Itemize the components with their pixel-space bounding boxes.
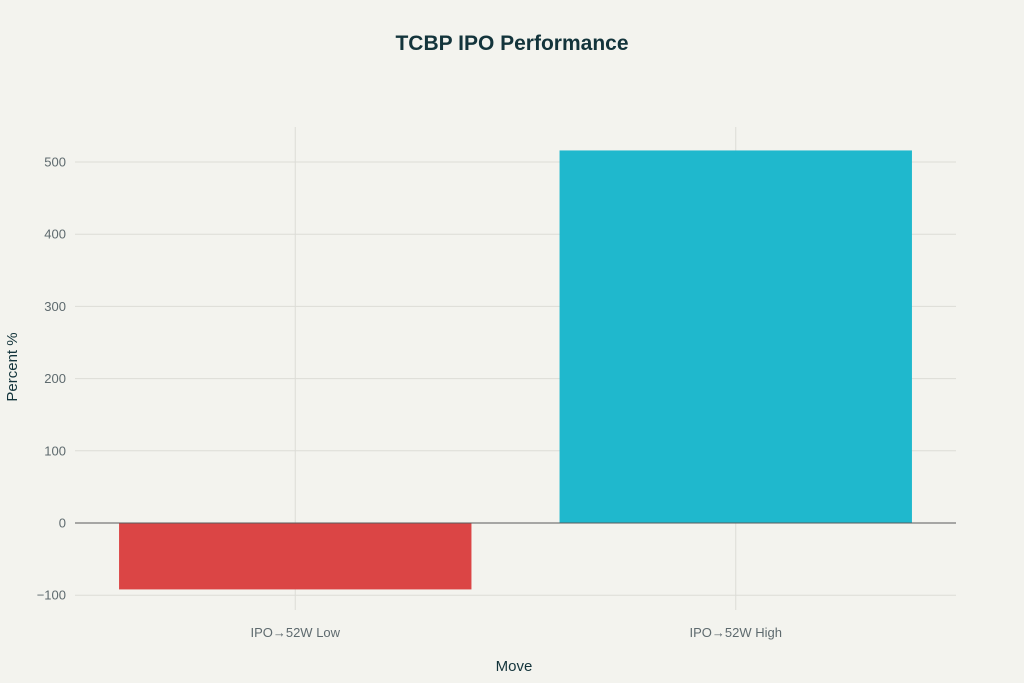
y-tick-label: 100 (44, 443, 66, 458)
bars (119, 150, 912, 590)
y-tick-label: 300 (44, 299, 66, 314)
bar-ipo-52w-low[interactable] (119, 523, 472, 590)
y-tick-label: 200 (44, 371, 66, 386)
bar-ipo-52w-high[interactable] (559, 150, 912, 523)
x-tick-label: IPO→52W High (690, 625, 782, 640)
y-tick-label: 400 (44, 227, 66, 242)
y-tick-label: 0 (59, 516, 66, 531)
x-tick-labels: IPO→52W Low IPO→52W High (250, 625, 782, 640)
y-tick-label: 500 (44, 155, 66, 170)
x-axis-title: Move (496, 658, 533, 675)
y-axis-title: Percent % (4, 332, 21, 401)
y-tick-label: −100 (37, 588, 66, 603)
x-tick-label: IPO→52W Low (250, 625, 340, 640)
grid-lines (75, 127, 956, 610)
chart-title: TCBP IPO Performance (395, 32, 628, 55)
y-tick-labels: −100 0 100 200 300 400 500 (37, 155, 66, 603)
